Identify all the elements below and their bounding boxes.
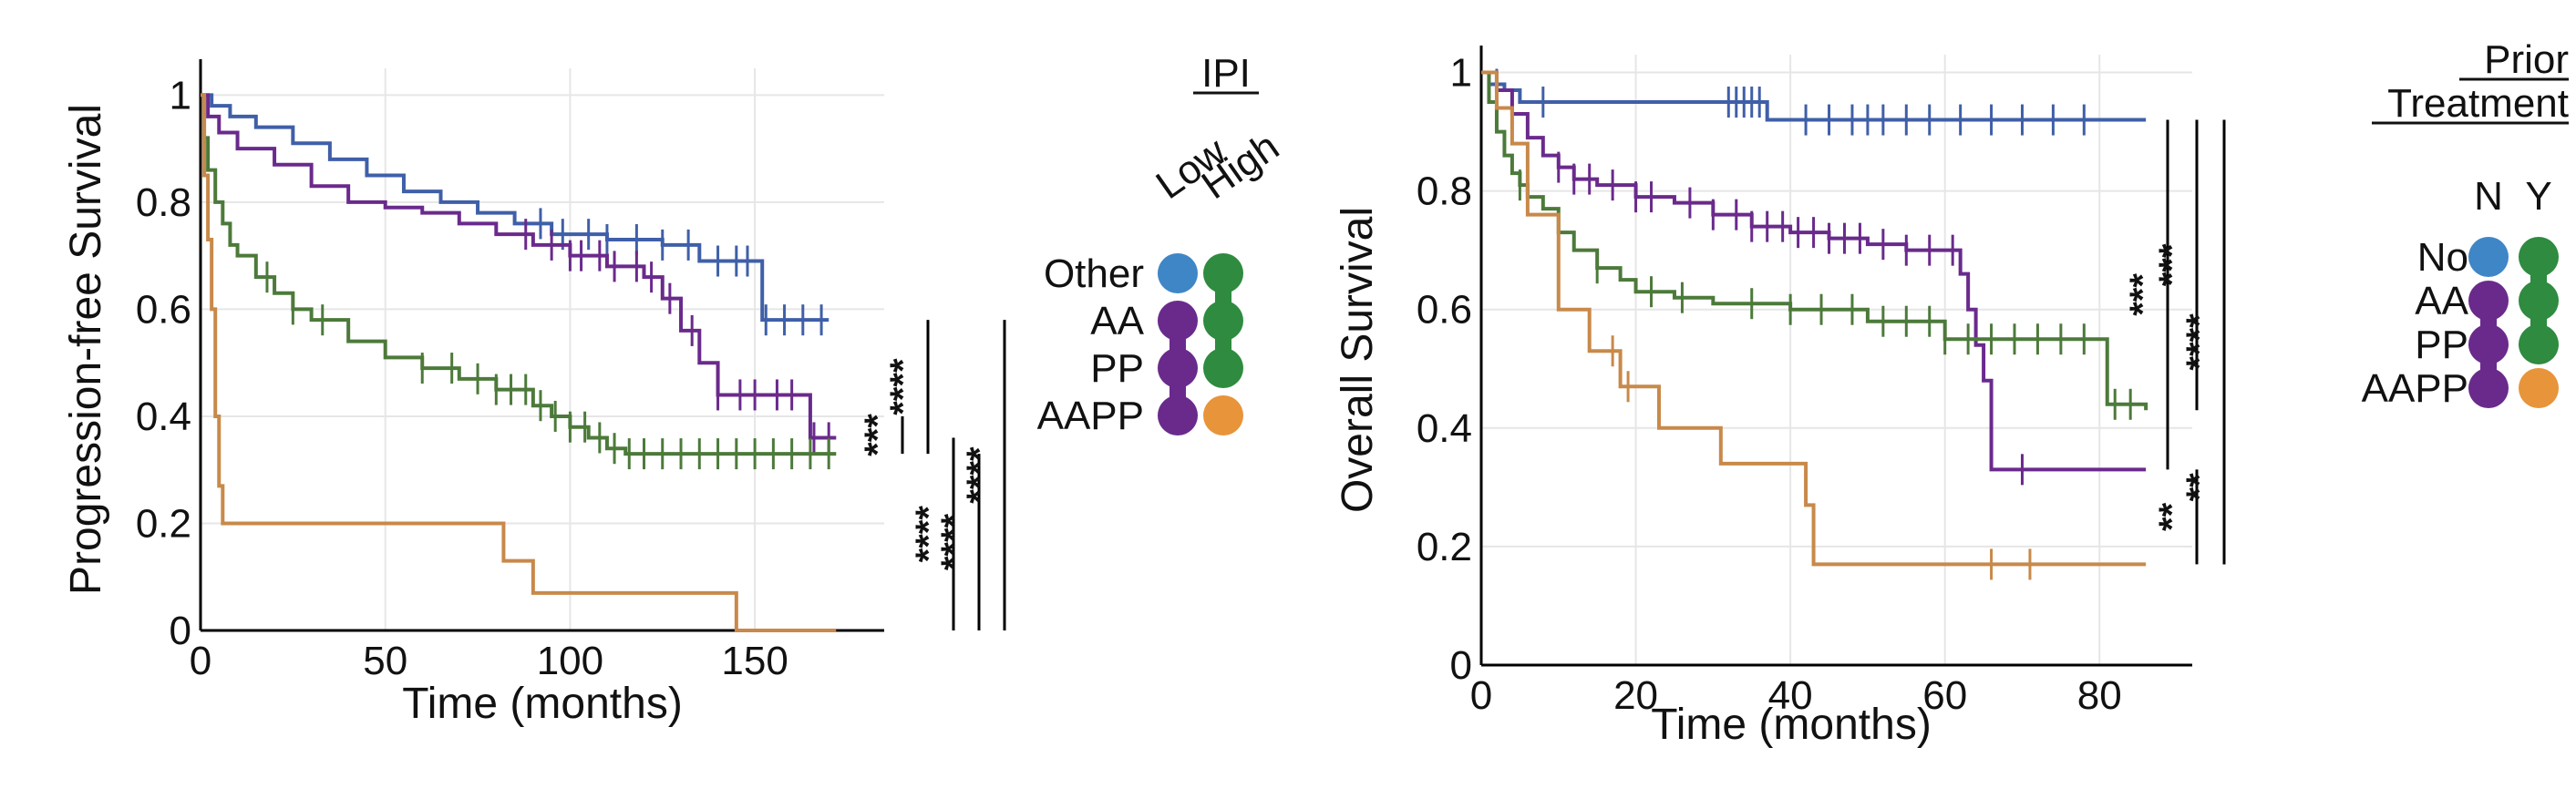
legend-row-label: No bbox=[2417, 235, 2468, 280]
x-tick-label: 50 bbox=[363, 639, 407, 683]
series-line-purple bbox=[201, 93, 837, 440]
y-tick-label: 0.8 bbox=[1417, 169, 1472, 214]
legend-row-label: PP bbox=[1090, 346, 1144, 391]
x-tick-label: 0 bbox=[1470, 673, 1492, 718]
y-tick-label: 1 bbox=[1450, 51, 1472, 96]
legend-dot-dot_orange bbox=[2519, 368, 2559, 408]
legend-row-label: AAPP bbox=[1037, 394, 1144, 438]
significance-label: **** bbox=[909, 506, 949, 563]
y-axis-title: Progression-free Survival bbox=[62, 104, 110, 595]
y-tick-label: 0.6 bbox=[1417, 288, 1472, 333]
x-tick-label: 20 bbox=[1613, 673, 1658, 718]
significance-label: ** bbox=[2179, 473, 2220, 502]
x-tick-label: 40 bbox=[1768, 673, 1813, 718]
y-tick-label: 0.2 bbox=[136, 501, 191, 546]
significance-label: *** bbox=[858, 414, 898, 456]
x-tick-label: 60 bbox=[1922, 673, 1967, 718]
legend-column-label: N bbox=[2474, 174, 2503, 219]
legend-row-label: AA bbox=[1090, 299, 1144, 343]
legend-row-label: AA bbox=[2415, 279, 2468, 323]
legend-dot-dot_green bbox=[2519, 324, 2559, 364]
x-tick-label: 0 bbox=[190, 639, 211, 683]
x-tick-label: 80 bbox=[2077, 673, 2122, 718]
y-tick-label: 0.2 bbox=[1417, 525, 1472, 569]
legend-row-label: PP bbox=[2415, 323, 2468, 367]
x-tick-label: 100 bbox=[537, 639, 603, 683]
legend-title: Prior bbox=[2484, 37, 2569, 82]
legend-dot-dot_purple bbox=[1158, 395, 1198, 435]
x-tick-label: 150 bbox=[721, 639, 788, 683]
chart-panel-1: 0 50 100 150 0 0.2 0.4 0.6 0.8 1 Time (months) Prog… bbox=[62, 59, 1006, 728]
x-axis-title: Time (months) bbox=[402, 680, 683, 728]
y-tick-label: 0 bbox=[170, 609, 191, 653]
legend-row-label: AAPP bbox=[2362, 366, 2468, 411]
legend-dot-dot_blue bbox=[2468, 237, 2509, 277]
legend-dot-dot_green bbox=[1203, 348, 1243, 388]
y-tick-label: 0.4 bbox=[136, 394, 191, 439]
legend-dot-dot_purple bbox=[2468, 368, 2509, 408]
legend-title: IPI bbox=[1201, 51, 1251, 96]
significance-label: **** bbox=[883, 358, 923, 415]
chart-panel-2: 0 20 40 60 80 0 0.2 0.4 0.6 0.8 1 Time (months) Over… bbox=[1334, 46, 2226, 749]
series-line-green bbox=[201, 93, 837, 456]
significance-label: *** bbox=[2152, 243, 2192, 286]
y-tick-label: 0.6 bbox=[136, 287, 191, 332]
series-line-blue bbox=[1481, 70, 2147, 122]
significance-label: ** bbox=[2152, 502, 2192, 531]
x-axis-title: Time (months) bbox=[1651, 701, 1932, 749]
y-axis-title: Overall Survival bbox=[1334, 207, 1382, 513]
legend-column-label: Y bbox=[2525, 174, 2551, 219]
significance-label: **** bbox=[934, 513, 974, 570]
series-line-orange bbox=[1481, 70, 2147, 567]
significance-label: *** bbox=[2123, 273, 2163, 316]
legend-dot-dot_blue bbox=[1158, 253, 1198, 293]
y-tick-label: 0.4 bbox=[1417, 406, 1472, 451]
y-tick-label: 0 bbox=[1450, 643, 1472, 688]
series-line-blue bbox=[201, 93, 829, 323]
series-line-purple bbox=[1481, 70, 2147, 472]
significance-label: **** bbox=[2179, 313, 2220, 371]
series-line-orange bbox=[201, 93, 837, 632]
legend-title: Treatment bbox=[2387, 81, 2569, 126]
legend-row-label: Other bbox=[1044, 251, 1144, 296]
y-tick-label: 1 bbox=[170, 73, 191, 118]
y-tick-label: 0.8 bbox=[136, 180, 191, 225]
legend-dot-dot_orange bbox=[1203, 395, 1243, 435]
significance-label: **** bbox=[960, 446, 1000, 504]
